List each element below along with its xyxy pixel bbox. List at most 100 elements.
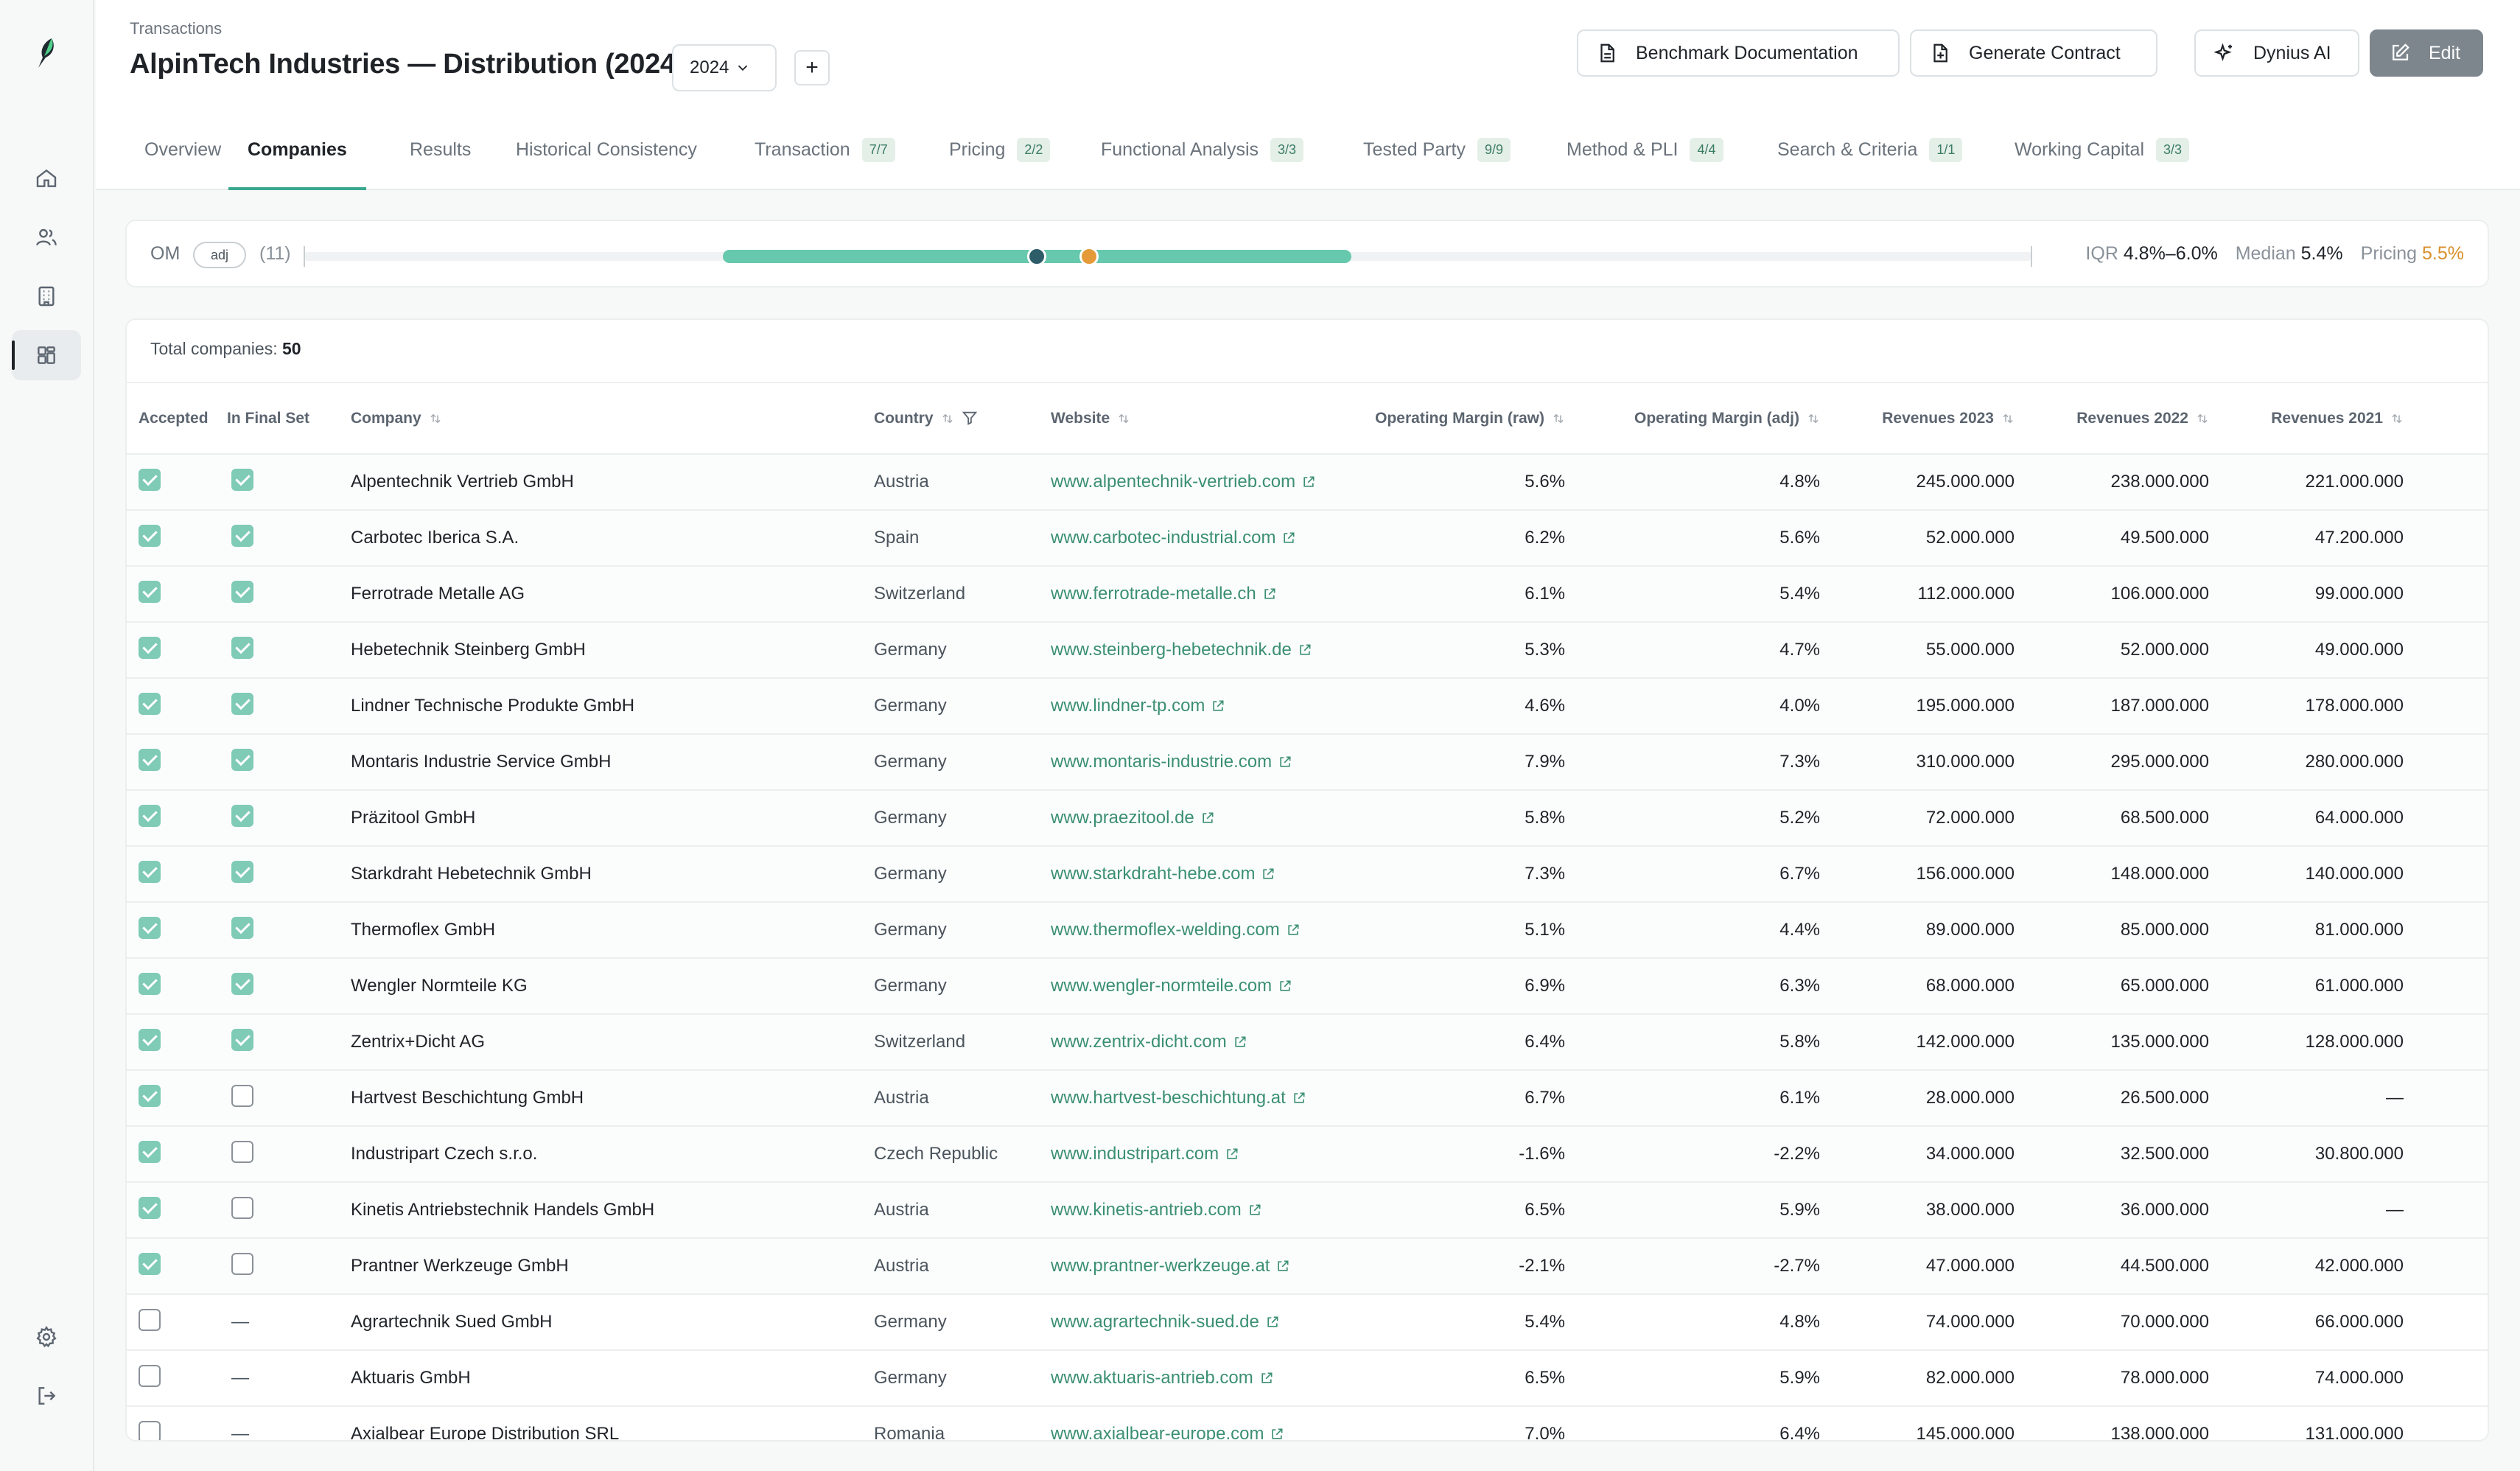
final-set-checkbox[interactable] bbox=[231, 1084, 253, 1107]
website-text[interactable]: www.zentrix-dicht.com bbox=[1051, 1032, 1227, 1052]
final-set-checkbox[interactable] bbox=[231, 1028, 253, 1051]
website-link[interactable]: www.prantner-werkzeuge.at bbox=[1051, 1238, 1335, 1295]
website-text[interactable]: www.lindner-tp.com bbox=[1051, 696, 1205, 716]
accepted-checkbox[interactable] bbox=[139, 524, 161, 547]
final-set-checkbox[interactable] bbox=[231, 1196, 253, 1219]
edit-button[interactable]: Edit bbox=[2370, 29, 2483, 77]
final-set-checkbox[interactable] bbox=[231, 916, 253, 939]
external-link-icon[interactable] bbox=[1275, 1259, 1290, 1273]
final-set-checkbox[interactable] bbox=[231, 524, 253, 547]
website-text[interactable]: www.kinetis-antrieb.com bbox=[1051, 1200, 1242, 1220]
company-name[interactable]: Axialbear Europe Distribution SRL bbox=[351, 1406, 874, 1440]
external-link-icon[interactable] bbox=[1286, 923, 1301, 937]
website-link[interactable]: www.steinberg-hebetechnik.de bbox=[1051, 622, 1335, 679]
col-website[interactable]: Website bbox=[1051, 383, 1335, 455]
table-row[interactable]: Zentrix+Dicht AG Switzerland www.zentrix-d… bbox=[127, 1014, 2488, 1071]
external-link-icon[interactable] bbox=[1259, 1371, 1274, 1386]
external-link-icon[interactable] bbox=[1278, 979, 1292, 993]
website-text[interactable]: www.thermoflex-welding.com bbox=[1051, 920, 1280, 940]
table-row[interactable]: Lindner Technische Produkte GmbH Germany w… bbox=[127, 678, 2488, 735]
company-name[interactable]: Wengler Normteile KG bbox=[351, 958, 874, 1015]
sort-icon[interactable] bbox=[2001, 412, 2015, 425]
final-set-checkbox[interactable] bbox=[231, 636, 253, 659]
company-name[interactable]: Alpentechnik Vertrieb GmbH bbox=[351, 454, 874, 511]
external-link-icon[interactable] bbox=[1301, 475, 1316, 489]
final-set-checkbox[interactable] bbox=[231, 972, 253, 995]
final-set-checkbox[interactable] bbox=[231, 692, 253, 715]
table-row[interactable]: Hebetechnik Steinberg GmbH Germany www.ste… bbox=[127, 622, 2488, 679]
tab-working-capital[interactable]: Working Capital 3/3 bbox=[2015, 111, 2190, 189]
col-final-set[interactable]: In Final Set bbox=[227, 383, 351, 455]
company-name[interactable]: Montaris Industrie Service GmbH bbox=[351, 734, 874, 791]
accepted-checkbox[interactable] bbox=[139, 636, 161, 659]
website-text[interactable]: www.praezitool.de bbox=[1051, 808, 1194, 828]
final-set-checkbox[interactable] bbox=[231, 748, 253, 771]
website-link[interactable]: www.carbotec-industrial.com bbox=[1051, 510, 1335, 567]
external-link-icon[interactable] bbox=[1233, 1035, 1247, 1049]
accepted-checkbox[interactable] bbox=[139, 860, 161, 883]
website-text[interactable]: www.starkdraht-hebe.com bbox=[1051, 864, 1256, 884]
website-text[interactable]: www.industripart.com bbox=[1051, 1144, 1219, 1164]
external-link-icon[interactable] bbox=[1292, 1091, 1306, 1105]
company-name[interactable]: Starkdraht Hebetechnik GmbH bbox=[351, 846, 874, 903]
company-name[interactable]: Carbotec Iberica S.A. bbox=[351, 510, 874, 567]
tab-transaction[interactable]: Transaction 7/7 bbox=[755, 111, 895, 189]
table-row[interactable]: Industripart Czech s.r.o. Czech Republic w… bbox=[127, 1126, 2488, 1183]
website-text[interactable]: www.alpentechnik-vertrieb.com bbox=[1051, 472, 1296, 492]
website-text[interactable]: www.carbotec-industrial.com bbox=[1051, 528, 1276, 548]
website-link[interactable]: www.lindner-tp.com bbox=[1051, 678, 1335, 735]
accepted-checkbox[interactable] bbox=[139, 1252, 161, 1275]
website-link[interactable]: www.praezitool.de bbox=[1051, 790, 1335, 847]
final-set-checkbox[interactable] bbox=[231, 468, 253, 491]
accepted-checkbox[interactable] bbox=[139, 1084, 161, 1107]
external-link-icon[interactable] bbox=[1261, 867, 1275, 881]
sort-icon[interactable] bbox=[2196, 412, 2209, 425]
final-set-checkbox[interactable] bbox=[231, 1252, 253, 1275]
external-link-icon[interactable] bbox=[1281, 531, 1296, 545]
col-revenues-2021[interactable]: Revenues 2021 bbox=[2209, 383, 2404, 455]
website-link[interactable]: www.montaris-industrie.com bbox=[1051, 734, 1335, 791]
dashboard-nav-button[interactable] bbox=[12, 330, 81, 380]
company-name[interactable]: Zentrix+Dicht AG bbox=[351, 1014, 874, 1071]
company-name[interactable]: Agrartechnik Sued GmbH bbox=[351, 1294, 874, 1351]
tab-historical-consistency[interactable]: Historical Consistency bbox=[516, 111, 697, 189]
website-text[interactable]: www.montaris-industrie.com bbox=[1051, 752, 1273, 772]
company-name[interactable]: Hartvest Beschichtung GmbH bbox=[351, 1070, 874, 1127]
website-text[interactable]: www.agrartechnik-sued.de bbox=[1051, 1312, 1259, 1332]
table-row[interactable]: — Aktuaris GmbH Germany www.aktuaris-antrie… bbox=[127, 1350, 2488, 1407]
sort-icon[interactable] bbox=[2390, 412, 2404, 425]
accepted-checkbox[interactable] bbox=[139, 1140, 161, 1163]
external-link-icon[interactable] bbox=[1265, 1315, 1280, 1330]
website-link[interactable]: www.wengler-normteile.com bbox=[1051, 958, 1335, 1015]
col-om-raw[interactable]: Operating Margin (raw) bbox=[1335, 383, 1565, 455]
website-link[interactable]: www.thermoflex-welding.com bbox=[1051, 902, 1335, 959]
accepted-checkbox[interactable] bbox=[139, 580, 161, 603]
tab-tested-party[interactable]: Tested Party 9/9 bbox=[1363, 111, 1511, 189]
tab-search-criteria[interactable]: Search & Criteria 1/1 bbox=[1777, 111, 1963, 189]
col-accepted[interactable]: Accepted bbox=[127, 383, 227, 455]
sort-icon[interactable] bbox=[1552, 412, 1565, 425]
tab-method-pli[interactable]: Method & PLI 4/4 bbox=[1567, 111, 1723, 189]
company-name[interactable]: Prantner Werkzeuge GmbH bbox=[351, 1238, 874, 1295]
website-link[interactable]: www.axialbear-europe.com bbox=[1051, 1406, 1335, 1442]
om-median-marker[interactable] bbox=[1027, 247, 1047, 266]
col-country[interactable]: Country bbox=[874, 383, 1051, 455]
tab-functional-analysis[interactable]: Functional Analysis 3/3 bbox=[1101, 111, 1304, 189]
external-link-icon[interactable] bbox=[1225, 1147, 1239, 1161]
external-link-icon[interactable] bbox=[1270, 1427, 1284, 1442]
accepted-checkbox[interactable] bbox=[139, 1028, 161, 1051]
website-text[interactable]: www.prantner-werkzeuge.at bbox=[1051, 1256, 1270, 1276]
tab-companies[interactable]: Companies bbox=[228, 111, 366, 190]
website-link[interactable]: www.hartvest-beschichtung.at bbox=[1051, 1070, 1335, 1127]
accepted-checkbox[interactable] bbox=[139, 1196, 161, 1219]
home-nav-button[interactable] bbox=[12, 153, 81, 203]
col-company[interactable]: Company bbox=[351, 383, 874, 455]
logo-icon[interactable] bbox=[32, 35, 62, 71]
tab-pricing[interactable]: Pricing 2/2 bbox=[949, 111, 1051, 189]
building-nav-button[interactable] bbox=[12, 271, 81, 321]
website-link[interactable]: www.aktuaris-antrieb.com bbox=[1051, 1350, 1335, 1407]
company-name[interactable]: Lindner Technische Produkte GmbH bbox=[351, 678, 874, 735]
tab-overview[interactable]: Overview bbox=[144, 111, 221, 189]
breadcrumb[interactable]: Transactions bbox=[130, 19, 223, 38]
table-row[interactable]: — Axialbear Europe Distribution SRL Romani… bbox=[127, 1406, 2488, 1442]
